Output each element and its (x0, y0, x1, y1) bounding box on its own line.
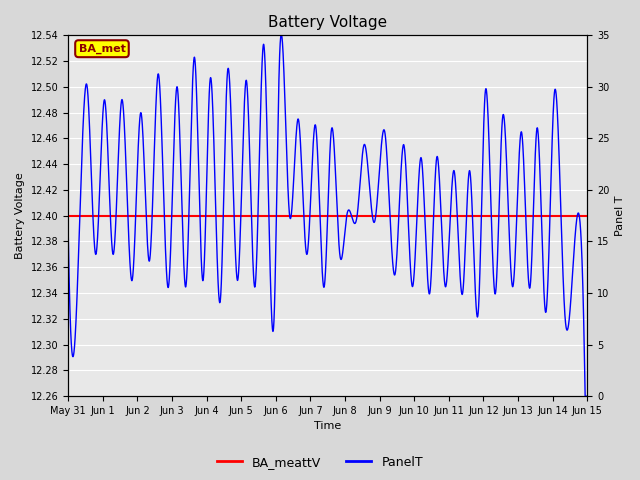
Y-axis label: Battery Voltage: Battery Voltage (15, 172, 25, 259)
Text: BA_met: BA_met (79, 44, 125, 54)
Title: Battery Voltage: Battery Voltage (268, 15, 387, 30)
Y-axis label: Panel T: Panel T (615, 195, 625, 236)
X-axis label: Time: Time (314, 421, 341, 432)
Legend: BA_meattV, PanelT: BA_meattV, PanelT (212, 451, 428, 474)
